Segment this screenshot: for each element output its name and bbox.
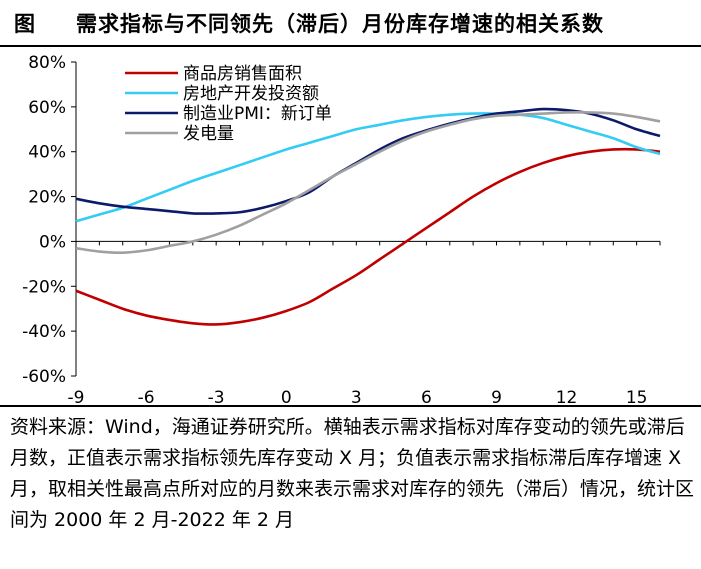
x-tick-label: 0 xyxy=(281,388,292,405)
y-tick-label: 20% xyxy=(28,188,66,208)
correlation-chart: -60% -40% -20% 0% 20% 40% 60% 80% -9 -6 -3 0 3 6 9 12 15… xyxy=(22,53,661,405)
x-tick-label: -9 xyxy=(68,388,85,405)
series-line-3 xyxy=(75,107,661,215)
series-line-1 xyxy=(75,147,661,326)
x-tick-label: 9 xyxy=(491,388,502,405)
figure-title: 需求指标与不同领先（滞后）月份库存增速的相关系数 xyxy=(76,11,604,36)
x-tick-label: 15 xyxy=(626,388,648,405)
x-tick-label: 3 xyxy=(351,388,362,405)
x-tick-label: 6 xyxy=(421,388,432,405)
source-note: 资料来源：Wind，海通证券研究所。横轴表示需求指标对库存变动的领先或滞后月数，… xyxy=(10,416,695,531)
y-tick-label: 60% xyxy=(28,98,66,118)
series-line-2 xyxy=(75,112,661,223)
chart-axes: -60% -40% -20% 0% 20% 40% 60% 80% -9 -6 -3 0 3 6 9 12 15 xyxy=(22,53,661,405)
chart-series xyxy=(75,107,661,326)
series-line-4 xyxy=(75,111,661,254)
y-tick-label: 40% xyxy=(28,143,66,163)
legend-label-4: 发电量 xyxy=(183,124,234,144)
x-tick-label: -3 xyxy=(208,388,225,405)
footer-rule xyxy=(0,405,701,407)
legend-label-2: 房地产开发投资额 xyxy=(183,84,319,104)
y-tick-label: 0% xyxy=(39,232,66,252)
header-rule xyxy=(0,45,701,47)
y-tick-label: -20% xyxy=(22,277,66,297)
x-tick-label: 12 xyxy=(556,388,578,405)
legend-label-1: 商品房销售面积 xyxy=(183,64,302,84)
y-tick-label: -60% xyxy=(22,367,66,387)
x-tick-label: -6 xyxy=(138,388,155,405)
y-tick-label: 80% xyxy=(28,53,66,73)
figure-label: 图 xyxy=(14,11,35,36)
legend-label-3: 制造业PMI：新订单 xyxy=(183,104,332,124)
figure-header: 图 需求指标与不同领先（滞后）月份库存增速的相关系数 xyxy=(0,0,701,45)
y-tick-label: -40% xyxy=(22,322,66,342)
